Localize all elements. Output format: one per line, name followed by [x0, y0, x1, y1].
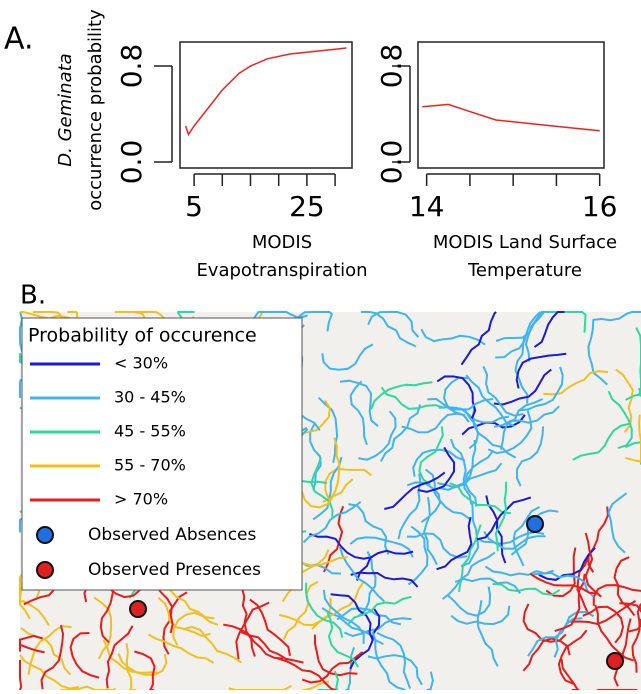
y-tick-label: 0.0 — [115, 140, 148, 185]
site-marker — [527, 516, 543, 532]
line — [422, 104, 599, 130]
site-marker — [130, 601, 146, 617]
y-tick-label: 0.8 — [375, 44, 408, 89]
stream — [20, 660, 21, 690]
legend-label: Observed Absences — [88, 525, 257, 545]
site-marker — [607, 653, 623, 669]
x-axis-label: MODIS — [252, 232, 312, 253]
y-tick-label: 0.0 — [375, 140, 408, 185]
x-tick-label: 25 — [289, 190, 325, 223]
legend-label: Observed Presences — [88, 560, 261, 580]
legend-label: 55 - 70% — [114, 456, 186, 475]
x-tick-label: 5 — [185, 190, 203, 223]
legend-point — [37, 562, 53, 578]
legend-label: > 70% — [114, 490, 168, 509]
y-axis-label: D. Geminata — [55, 53, 76, 166]
legend-label: 30 - 45% — [114, 388, 186, 407]
plot-frame — [180, 42, 352, 168]
legend-label: 45 - 55% — [114, 422, 186, 441]
panel-label: A. — [4, 22, 34, 57]
y-tick-label: 0.8 — [115, 44, 148, 89]
legend-title: Probability of occurence — [28, 325, 257, 347]
x-axis-label: MODIS Land Surface — [433, 232, 617, 253]
x-tick-label: 14 — [409, 190, 445, 223]
line — [186, 48, 347, 134]
x-axis-label: Temperature — [467, 260, 582, 281]
y-axis-label: occurrence probability — [85, 9, 106, 211]
legend-point — [37, 527, 53, 543]
x-axis-label: Evapotranspiration — [196, 260, 367, 281]
panel-label: B. — [20, 281, 46, 311]
x-tick-label: 16 — [582, 190, 618, 223]
legend-label: < 30% — [114, 354, 168, 373]
